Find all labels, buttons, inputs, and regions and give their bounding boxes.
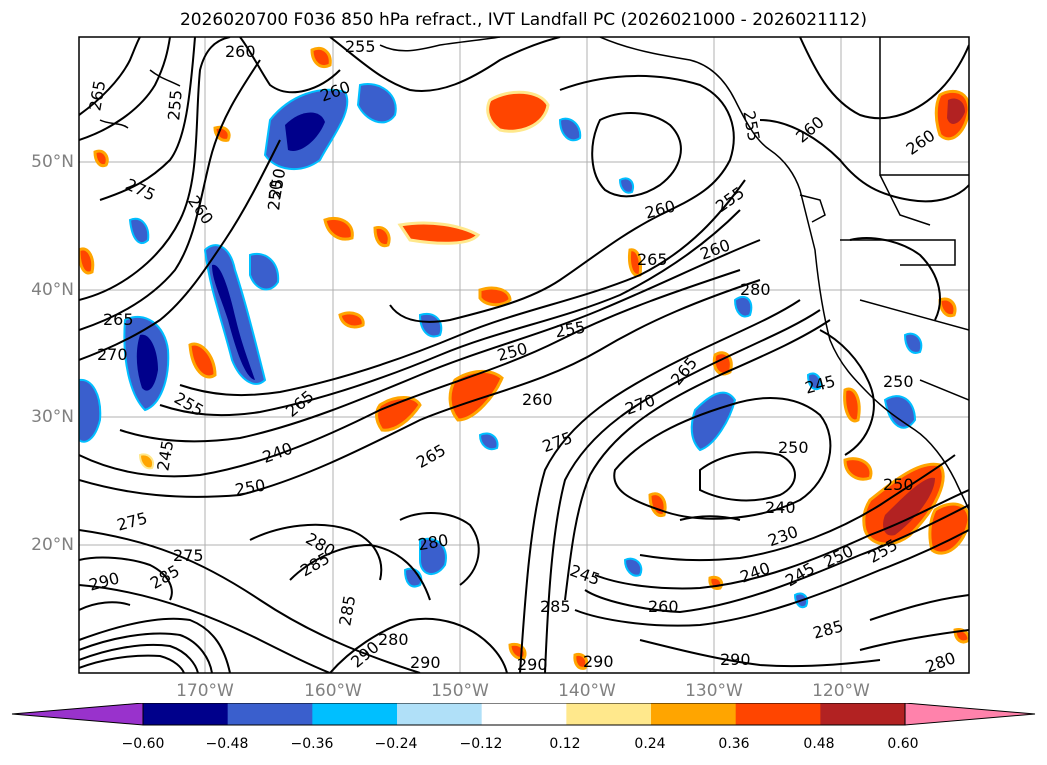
colorbar-tick-label: 0.24	[634, 736, 666, 752]
contour-label: 280	[378, 630, 409, 649]
contour-label: 260	[522, 390, 553, 409]
colorbar-tick-label: −0.12	[459, 736, 503, 752]
colorbar-tick-label: 0.48	[803, 736, 835, 752]
lon-tick-label: 170°W	[176, 681, 234, 701]
colorbar-tick-label: 0.60	[887, 736, 919, 752]
contour-label: 250	[883, 475, 914, 494]
contour-label: 290	[583, 652, 614, 671]
coastlines	[99, 37, 969, 511]
colorbar-tick-label: −0.60	[121, 736, 165, 752]
colorbar-segment	[227, 703, 313, 725]
colorbar-tick-label: 0.12	[549, 736, 581, 752]
lat-tick-label: 50°N	[31, 152, 74, 172]
contour-label: 260	[648, 597, 679, 616]
colorbar-segment	[651, 703, 737, 725]
colorbar-segment	[820, 703, 906, 725]
contour-label: 255	[345, 37, 376, 56]
contour-label: 290	[720, 650, 751, 669]
contour-label: 260	[225, 42, 256, 61]
lat-tick-label: 20°N	[31, 535, 74, 555]
lon-tick-label: 150°W	[431, 681, 489, 701]
contour-label: 285	[540, 597, 571, 616]
contour-label: 270	[97, 345, 128, 364]
map-title: 2026020700 F036 850 hPa refract., IVT La…	[179, 10, 867, 30]
colorbar-tick-label: −0.36	[290, 736, 334, 752]
colorbar-tick-label: −0.48	[205, 736, 249, 752]
contour-label: 250	[778, 438, 809, 457]
lon-tick-label: 120°W	[812, 681, 870, 701]
colorbar-segment	[397, 703, 483, 725]
contour-lines	[79, 37, 969, 673]
colorbar-segment	[566, 703, 652, 725]
colorbar-frame	[142, 703, 906, 726]
contour-label: 240	[765, 498, 796, 517]
colorbar-tick-label: 0.36	[718, 736, 750, 752]
lon-tick-label: 160°W	[304, 681, 362, 701]
contour-label: 265	[103, 310, 134, 329]
colorbar-tick-label: −0.24	[374, 736, 418, 752]
colorbar-segment	[481, 703, 567, 725]
contour-label: 265	[637, 250, 668, 269]
lon-tick-label: 130°W	[685, 681, 743, 701]
contour-label: 255	[164, 89, 186, 121]
lon-tick-label: 140°W	[558, 681, 616, 701]
contour-label: 290	[517, 655, 548, 674]
colorbar	[11, 703, 1036, 726]
map-frame	[78, 36, 970, 674]
colorbar-segment	[735, 703, 821, 725]
colorbar-segment	[312, 703, 398, 725]
contour-label: 290	[410, 653, 441, 672]
colorbar-extension-max	[904, 703, 1036, 726]
lat-tick-label: 40°N	[31, 280, 74, 300]
colorbar-segment	[143, 703, 229, 725]
gridlines	[79, 37, 969, 673]
positive-anomaly-patches	[79, 46, 969, 670]
negative-anomaly-patches	[79, 83, 923, 609]
lat-tick-label: 30°N	[31, 407, 74, 427]
contour-label: 250	[883, 372, 914, 391]
colorbar-extension-min	[11, 703, 144, 726]
contour-label: 250	[264, 179, 286, 211]
contour-label: 275	[173, 546, 204, 565]
contour-label: 280	[740, 280, 771, 299]
